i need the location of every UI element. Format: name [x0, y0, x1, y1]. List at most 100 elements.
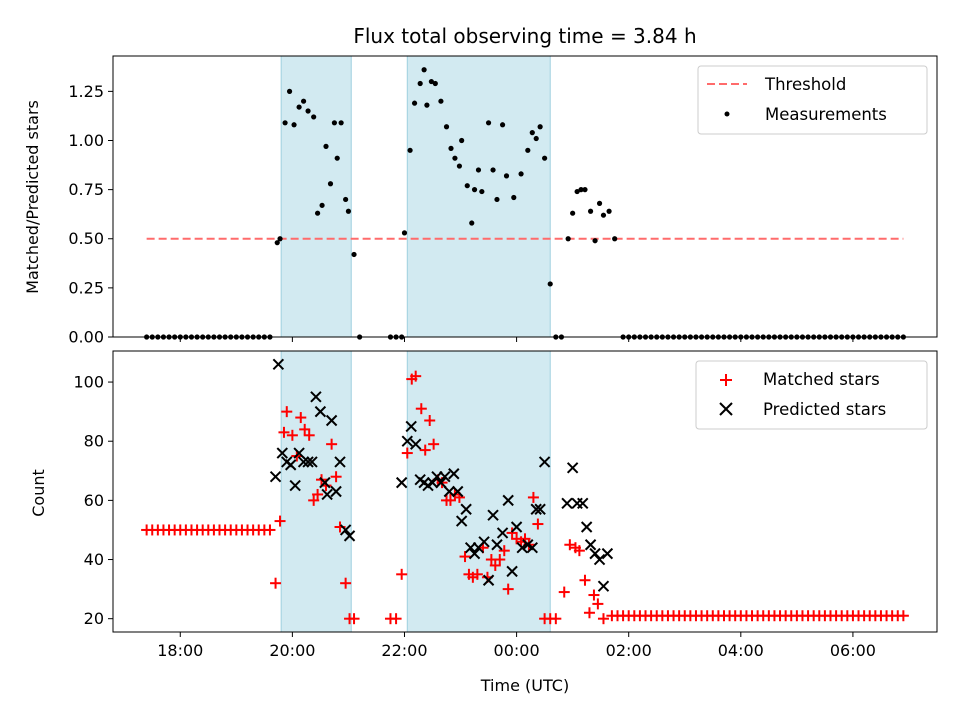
measurement-point	[499, 122, 506, 128]
measurement-point	[277, 236, 283, 242]
measurement-point	[547, 281, 553, 287]
legend-matched-label: Matched stars	[763, 370, 880, 389]
measurement-point	[518, 171, 524, 177]
chart-title: Flux total observing time = 3.84 h	[353, 24, 696, 48]
measurement-point	[533, 135, 539, 142]
x-tick-label: 22:00	[381, 641, 427, 660]
predicted-star-point	[510, 521, 523, 533]
predicted-star-point	[276, 447, 288, 459]
predicted-star-point	[478, 536, 490, 548]
predicted-star-point	[526, 541, 538, 554]
measurement-point	[471, 187, 478, 193]
measurement-point	[525, 147, 531, 153]
measurement-point	[351, 251, 357, 258]
matched-star-point	[326, 438, 338, 450]
matched-star-point	[558, 586, 570, 598]
predicted-star-point	[561, 497, 573, 510]
count-panel: Count Time (UTC) 20 40 60 80 100 18:00 20:00 2…	[29, 350, 938, 695]
measurement-point	[411, 100, 418, 106]
legend-measurements-swatch	[724, 111, 730, 117]
predicted-star-point	[269, 471, 282, 483]
predicted-star-point	[589, 547, 601, 560]
measurement-point	[606, 208, 612, 214]
matched-star-point	[444, 494, 456, 506]
measurement-point	[479, 188, 485, 195]
shaded-interval-2	[406, 350, 551, 633]
count-x-ticks: 18:00 20:00 22:00 00:00 02:00 04:00 06:00	[157, 632, 876, 660]
matched-star-point	[428, 438, 440, 450]
shaded-interval-1	[280, 350, 352, 633]
measurement-point	[305, 108, 311, 114]
measurement-point	[459, 137, 465, 144]
legend-threshold-label: Threshold	[764, 75, 846, 94]
predicted-star-point	[302, 456, 314, 468]
matched-star-point	[424, 415, 436, 427]
measurement-point	[529, 130, 535, 136]
matched-star-point	[303, 429, 315, 441]
measurement-point	[334, 155, 340, 161]
ratio-y-ticks: 0.00 0.25 0.50 0.75 1.00 1.25	[68, 82, 113, 347]
measurement-point	[464, 183, 470, 189]
matched-star-point	[459, 551, 471, 563]
x-tick-label: 20:00	[269, 641, 315, 660]
measurement-point	[511, 194, 517, 201]
predicted-star-point	[289, 479, 301, 492]
measurement-point	[343, 196, 349, 203]
measurement-point	[443, 124, 450, 130]
predicted-star-point	[506, 565, 518, 578]
y-tick-label: 80	[84, 432, 104, 451]
x-tick-label: 18:00	[157, 641, 203, 660]
matched-star-point	[286, 429, 298, 441]
measurement-point	[282, 120, 288, 126]
matched-star-point	[494, 554, 506, 566]
matched-star-point	[897, 610, 909, 622]
shaded-interval-1	[280, 55, 352, 338]
matched-star-point	[308, 494, 320, 506]
predicted-star-point	[343, 530, 356, 542]
predicted-star-point	[491, 539, 503, 551]
matched-star-point	[401, 447, 413, 459]
matched-star-point	[588, 589, 600, 601]
count-y-axis-label: Count	[29, 469, 48, 517]
predicted-star-point	[516, 541, 528, 554]
x-tick-label: 00:00	[494, 641, 540, 660]
measurement-point	[345, 208, 352, 214]
measurement-point	[401, 230, 408, 236]
matched-star-point	[532, 518, 544, 530]
matched-star-point	[264, 524, 276, 536]
matched-star-point	[573, 545, 585, 557]
ratio-plot-frame	[112, 55, 938, 338]
matched-star-point	[330, 471, 342, 483]
measurement-point	[300, 98, 307, 104]
measurement-point	[456, 163, 463, 169]
x-tick-label: 02:00	[606, 641, 652, 660]
y-tick-label: 40	[84, 550, 104, 569]
matched-star-point	[489, 559, 501, 571]
ratio-x-ticks	[179, 337, 854, 342]
predicted-star-points	[269, 358, 614, 592]
ratio-y-axis-label: Matched/Predicted stars	[23, 100, 42, 294]
matched-star-point	[390, 613, 402, 625]
ratio-panel: Flux total observing time = 3.84 h Match…	[23, 24, 938, 347]
predicted-star-point	[306, 456, 318, 468]
y-tick-label: 100	[73, 373, 104, 392]
matched-star-point	[527, 491, 539, 503]
matched-star-point	[270, 577, 282, 589]
ratio-legend: Threshold Measurements	[697, 65, 928, 135]
measurement-point	[582, 187, 588, 193]
y-tick-label: 0.00	[68, 328, 104, 347]
measurement-point	[407, 147, 413, 153]
count-shaded-intervals	[280, 350, 551, 633]
measurement-point	[574, 188, 580, 195]
measurement-point	[578, 187, 584, 193]
predicted-star-point	[468, 547, 481, 560]
matched-star-point	[564, 539, 576, 551]
measurement-point	[323, 143, 329, 149]
legend-measurements-label: Measurements	[765, 105, 887, 124]
measurement-point	[475, 167, 482, 173]
predicted-star-point	[310, 391, 322, 403]
matched-star-point	[550, 613, 562, 625]
x-tick-label: 06:00	[830, 641, 876, 660]
matched-star-point	[396, 568, 408, 580]
